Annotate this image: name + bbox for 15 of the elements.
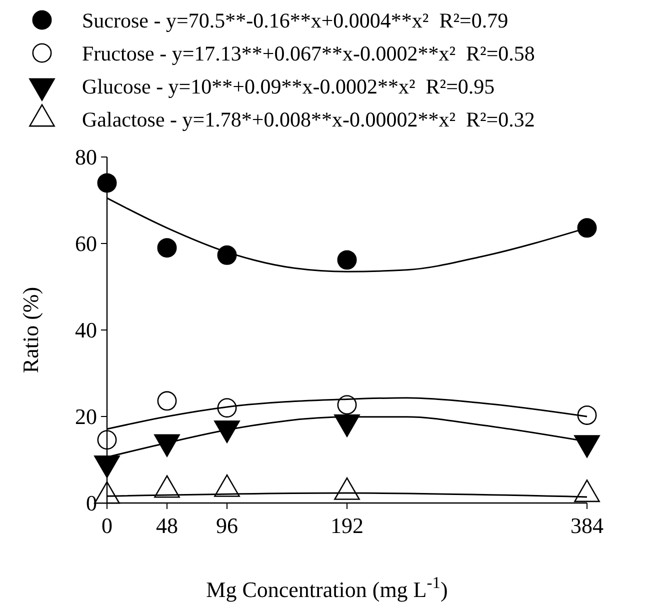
y-axis-title: Ratio (%) xyxy=(18,286,43,374)
y-tick-label: 40 xyxy=(75,318,97,343)
x-tick-label: 96 xyxy=(216,513,238,538)
x-tick-label: 192 xyxy=(330,513,364,538)
y-tick-label: 60 xyxy=(75,231,97,256)
legend-label: Sucrose - y=70.5**-0.16**x+0.0004**x² R²=0.79 xyxy=(82,8,508,32)
x-tick-label: 48 xyxy=(156,513,178,538)
legend-label: Galactose - y=1.78*+0.008**x-0.00002**x² R²=0.32 xyxy=(82,107,535,132)
x-tick-label: 384 xyxy=(570,513,604,538)
x-axis-title: Mg Concentration (mg L$^{-1}$) xyxy=(206,572,448,602)
y-tick-label: 20 xyxy=(75,404,97,430)
x-tick-label: 0 xyxy=(102,513,112,538)
legend-label: Glucose - y=10**+0.09**x-0.0002**x² R²=0.95 xyxy=(82,74,495,98)
y-tick-label: 80 xyxy=(75,144,97,170)
legend-label: Fructose - y=17.13**+0.067**x-0.0002**x² R²=0.58 xyxy=(82,41,535,66)
